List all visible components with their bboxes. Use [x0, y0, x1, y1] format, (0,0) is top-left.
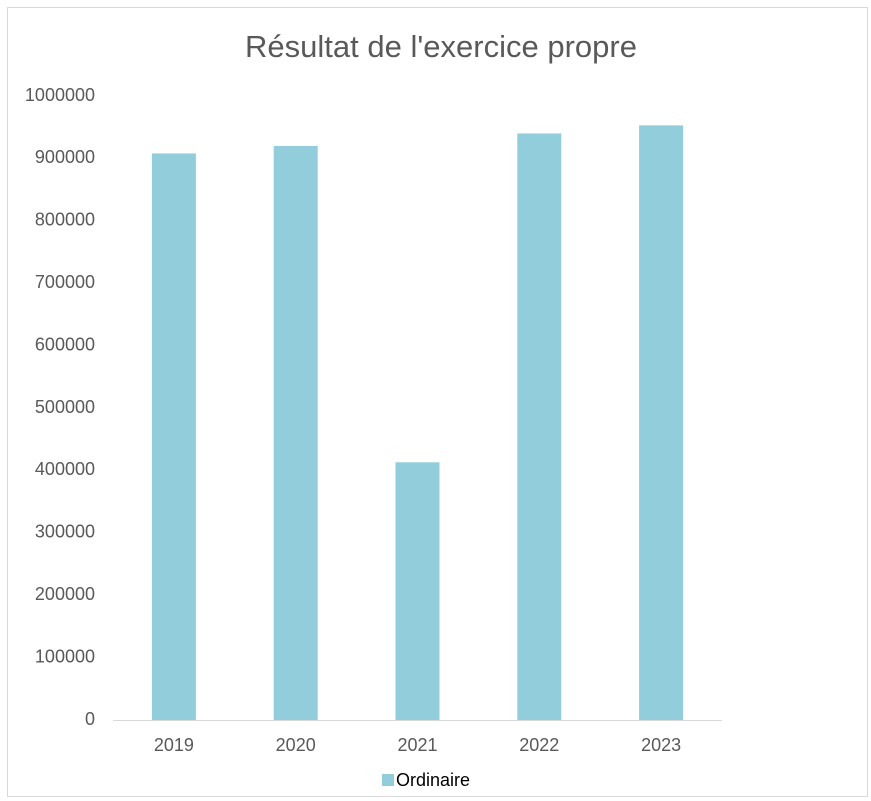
y-tick-label: 900000 — [35, 147, 95, 167]
y-tick-label: 100000 — [35, 646, 95, 666]
x-tick-label: 2019 — [154, 735, 194, 755]
bar — [639, 125, 684, 720]
y-tick-label: 800000 — [35, 210, 95, 230]
y-tick-label: 400000 — [35, 459, 95, 479]
x-tick-label: 2021 — [397, 735, 437, 755]
x-tick-label: 2023 — [641, 735, 681, 755]
bar — [151, 153, 196, 720]
chart-title: Résultat de l'exercice propre — [245, 29, 637, 64]
legend-swatch — [382, 774, 394, 786]
y-tick-label: 300000 — [35, 522, 95, 542]
x-tick-label: 2020 — [276, 735, 316, 755]
bar — [395, 462, 440, 720]
y-tick-label: 500000 — [35, 397, 95, 417]
bar — [273, 145, 318, 721]
y-tick-label: 700000 — [35, 272, 95, 292]
bar — [517, 133, 562, 720]
y-tick-label: 1000000 — [25, 85, 95, 105]
x-tick-label: 2022 — [519, 735, 559, 755]
y-tick-label: 600000 — [35, 334, 95, 354]
y-tick-label: 200000 — [35, 584, 95, 604]
y-tick-label: 0 — [85, 709, 95, 729]
legend-text: Ordinaire — [396, 770, 470, 790]
